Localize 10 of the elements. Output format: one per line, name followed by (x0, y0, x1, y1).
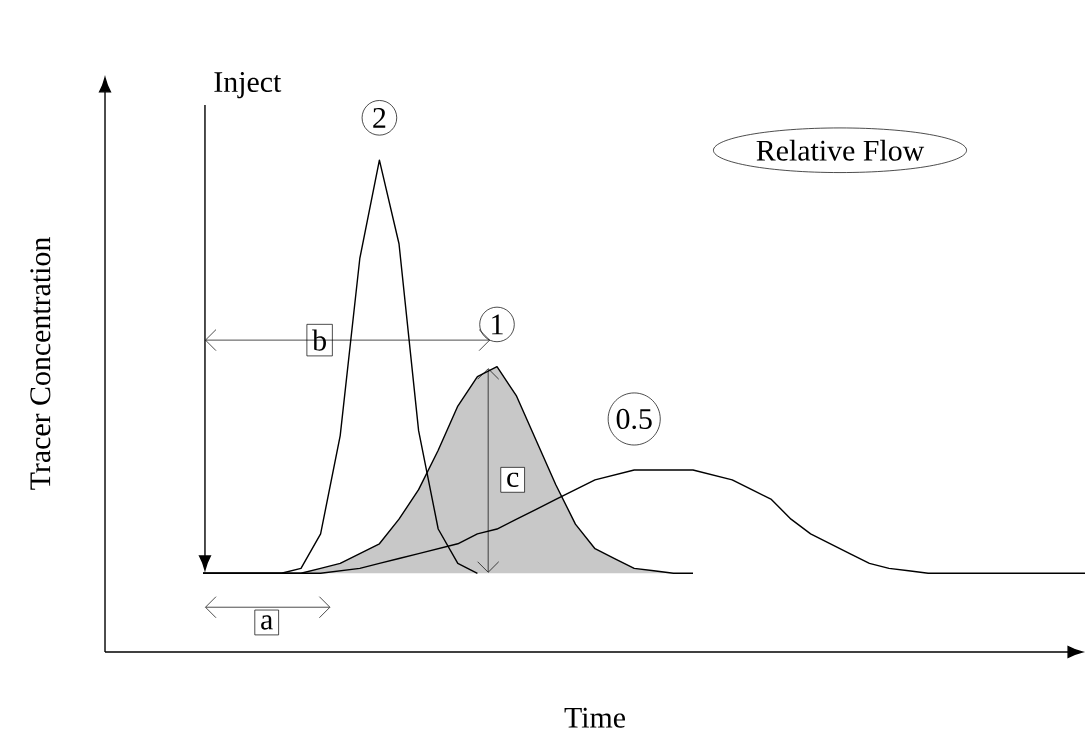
y-axis-title: Tracer Concentration (30, 237, 51, 490)
annotation: a (261, 615, 273, 630)
legend-label: 1 (492, 314, 503, 335)
legend-label: 0.5 (616, 408, 652, 430)
annotation: b (312, 329, 326, 351)
legend-title: Relative Flow (756, 139, 925, 161)
annotation: c (507, 472, 519, 488)
x-axis-title: Time (564, 707, 625, 728)
text: Inject (214, 72, 282, 99)
legend-label: 2 (373, 107, 386, 128)
